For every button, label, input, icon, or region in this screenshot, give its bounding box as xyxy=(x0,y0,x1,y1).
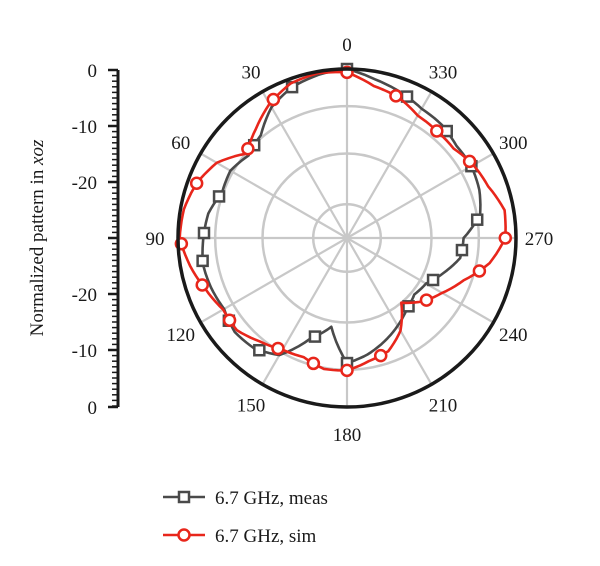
series-marker-square-5 xyxy=(196,254,209,268)
grid-spoke-30 xyxy=(261,91,348,239)
series-marker-circle-5 xyxy=(195,278,209,292)
series-marker-square-12 xyxy=(455,243,469,257)
series-marker-square-4 xyxy=(197,226,211,240)
series-marker-circle-6 xyxy=(222,313,237,327)
series-marker-circle-9 xyxy=(340,363,354,378)
series-marker-circle-1 xyxy=(266,92,281,107)
outer-circle xyxy=(176,67,518,409)
series-marker-circle-2 xyxy=(241,141,255,156)
angle-label-270: 270 xyxy=(525,229,554,250)
angle-label-300: 300 xyxy=(499,133,528,154)
legend-marker-circle-icon xyxy=(177,528,191,542)
y-axis-label-italic: xoz xyxy=(27,139,48,166)
y-axis-label: Normalized pattern in xoz xyxy=(27,139,48,336)
legend-item-sim: 6.7 GHz, sim xyxy=(163,526,317,547)
series-sim xyxy=(174,65,513,378)
angle-label-60: 60 xyxy=(171,133,190,154)
scale-label-bottom-1: -10 xyxy=(72,341,97,362)
series-marker-circle-15 xyxy=(430,124,444,138)
grid-spoke-240 xyxy=(346,237,494,324)
y-axis-label-text: Normalized pattern in xyxy=(27,165,48,336)
angle-label-240: 240 xyxy=(499,325,528,346)
angle-label-0: 0 xyxy=(342,35,352,56)
angle-label-330: 330 xyxy=(429,63,458,84)
radial-scale-labels: 0 -10 -20 -20 -10 0 xyxy=(72,61,97,419)
grid-spoke-60 xyxy=(200,152,348,239)
legend-label-sim: 6.7 GHz, sim xyxy=(215,526,317,547)
series-marker-circle-14 xyxy=(462,154,477,169)
grid-spoke-150 xyxy=(261,237,348,385)
series-marker-circle-8 xyxy=(306,356,321,371)
legend-marker-square-icon xyxy=(177,490,191,504)
grid-spoke-210 xyxy=(346,237,433,385)
radial-scale: 0 -10 -20 -20 -10 0 xyxy=(72,61,120,419)
series-marker-square-13 xyxy=(470,213,484,226)
series-marker-circle-13 xyxy=(498,231,513,245)
series-layer xyxy=(174,62,513,378)
series-marker-circle-7 xyxy=(271,341,285,356)
series-marker-square-3 xyxy=(212,190,226,203)
series-marker-square-7 xyxy=(253,343,266,357)
angle-label-150: 150 xyxy=(237,395,266,416)
scale-label-bottom-2: 0 xyxy=(88,398,98,419)
angle-label-30: 30 xyxy=(242,63,261,84)
series-marker-circle-3 xyxy=(189,176,204,191)
series-marker-circle-16 xyxy=(389,89,403,103)
legend-label-meas: 6.7 GHz, meas xyxy=(215,488,328,509)
polar-grid xyxy=(178,69,516,407)
series-marker-circle-10 xyxy=(373,348,388,363)
series-marker-square-11 xyxy=(426,273,440,287)
series-marker-square-8 xyxy=(308,330,322,343)
angle-label-210: 210 xyxy=(429,395,458,416)
radial-scale-ticks xyxy=(108,68,118,409)
angle-label-120: 120 xyxy=(166,325,195,346)
legend-item-meas: 6.7 GHz, meas xyxy=(163,488,328,509)
angle-label-180: 180 xyxy=(333,425,362,446)
scale-label-top-2: -20 xyxy=(72,173,97,194)
scale-label-top-0: 0 xyxy=(88,61,98,82)
series-marker-square-10 xyxy=(402,300,415,313)
series-marker-circle-11 xyxy=(419,293,434,307)
scale-label-top-1: -10 xyxy=(72,117,97,138)
angle-label-90: 90 xyxy=(146,229,165,250)
scale-label-bottom-0: -20 xyxy=(72,285,97,306)
legend: 6.7 GHz, meas 6.7 GHz, sim xyxy=(163,488,328,547)
series-marker-circle-12 xyxy=(472,264,487,278)
angle-labels: 0 30 60 90 120 150 180 210 240 270 300 330 xyxy=(146,35,554,446)
